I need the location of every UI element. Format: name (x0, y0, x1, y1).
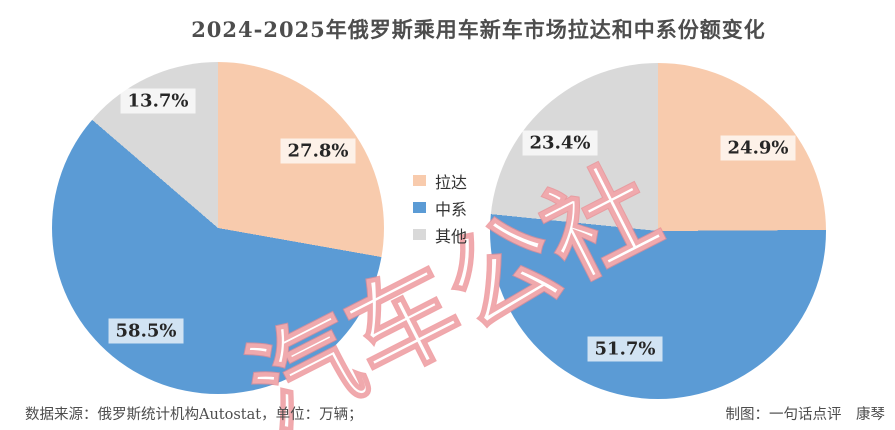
legend-label-lada: 拉达 (435, 172, 468, 192)
data-label-left-lada: 27.8% (280, 138, 356, 164)
pie-2024 (52, 62, 384, 394)
credit-note: 制图：一句话点评 康琴 (725, 407, 886, 423)
data-label-left-other: 13.7% (120, 88, 196, 114)
legend: 拉达 中系 其他 (413, 172, 467, 253)
data-label-right-lada: 24.9% (720, 135, 796, 161)
china-swatch-icon (413, 202, 426, 213)
data-label-right-china: 51.7% (587, 336, 663, 362)
legend-label-other: 其他 (435, 226, 468, 246)
other-swatch-icon (413, 229, 426, 240)
legend-item-lada: 拉达 (413, 172, 467, 192)
legend-item-china: 中系 (413, 199, 467, 219)
data-label-left-china: 58.5% (108, 318, 184, 344)
lada-swatch-icon (413, 175, 426, 186)
data-label-right-other: 23.4% (522, 130, 598, 156)
legend-item-other: 其他 (413, 226, 467, 246)
data-source-note: 数据来源：俄罗斯统计机构Autostat，单位：万辆； (25, 407, 363, 423)
legend-label-china: 中系 (435, 199, 468, 219)
chart-title: 2024-2025年俄罗斯乘用车新车市场拉达和中系份额变化 (191, 17, 766, 42)
